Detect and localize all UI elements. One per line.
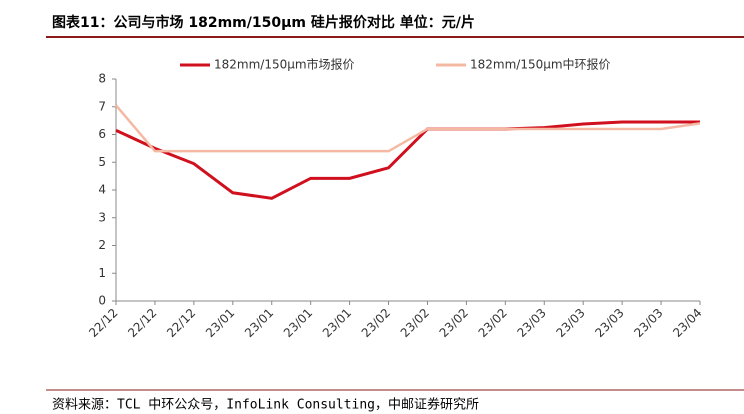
x-tick-label: 23/01 xyxy=(242,306,276,340)
series-line xyxy=(115,104,701,153)
x-tick-label: 23/01 xyxy=(203,306,237,340)
x-tick-label: 23/02 xyxy=(398,306,432,340)
y-tick-label: 0 xyxy=(98,294,106,308)
chart-title: 图表11：公司与市场 182mm/150μm 硅片报价对比 单位：元/片 xyxy=(52,14,475,31)
y-tick-label: 5 xyxy=(98,155,106,169)
x-tick-label: 23/04 xyxy=(670,306,704,340)
x-tick-label: 23/03 xyxy=(515,306,549,340)
x-tick-label: 23/03 xyxy=(631,306,665,340)
x-tick-label: 22/12 xyxy=(125,306,159,340)
x-tick-label: 23/02 xyxy=(476,306,510,340)
x-tick-label: 23/03 xyxy=(553,306,587,340)
y-tick-label: 6 xyxy=(98,127,106,141)
x-tick-label: 23/01 xyxy=(281,306,315,340)
y-tick-label: 4 xyxy=(98,183,106,197)
x-tick-label: 23/02 xyxy=(359,306,393,340)
y-tick-label: 7 xyxy=(98,99,106,113)
legend-label: 182mm/150μm市场报价 xyxy=(214,57,355,72)
legend-label: 182mm/150μm中环报价 xyxy=(470,57,611,72)
y-tick-label: 2 xyxy=(98,238,106,252)
y-tick-label: 8 xyxy=(98,72,106,86)
x-tick-label: 22/12 xyxy=(164,306,198,340)
y-tick-label: 3 xyxy=(98,210,106,224)
series-line xyxy=(115,120,700,200)
x-tick-label: 23/03 xyxy=(592,306,626,340)
x-tick-label: 22/12 xyxy=(86,306,120,340)
x-tick-label: 23/01 xyxy=(320,306,354,340)
y-tick-label: 1 xyxy=(98,266,106,280)
x-tick-label: 23/02 xyxy=(437,306,471,340)
source: 资料来源：TCL 中环公众号，InfoLink Consulting，中邮证券研… xyxy=(52,397,479,413)
